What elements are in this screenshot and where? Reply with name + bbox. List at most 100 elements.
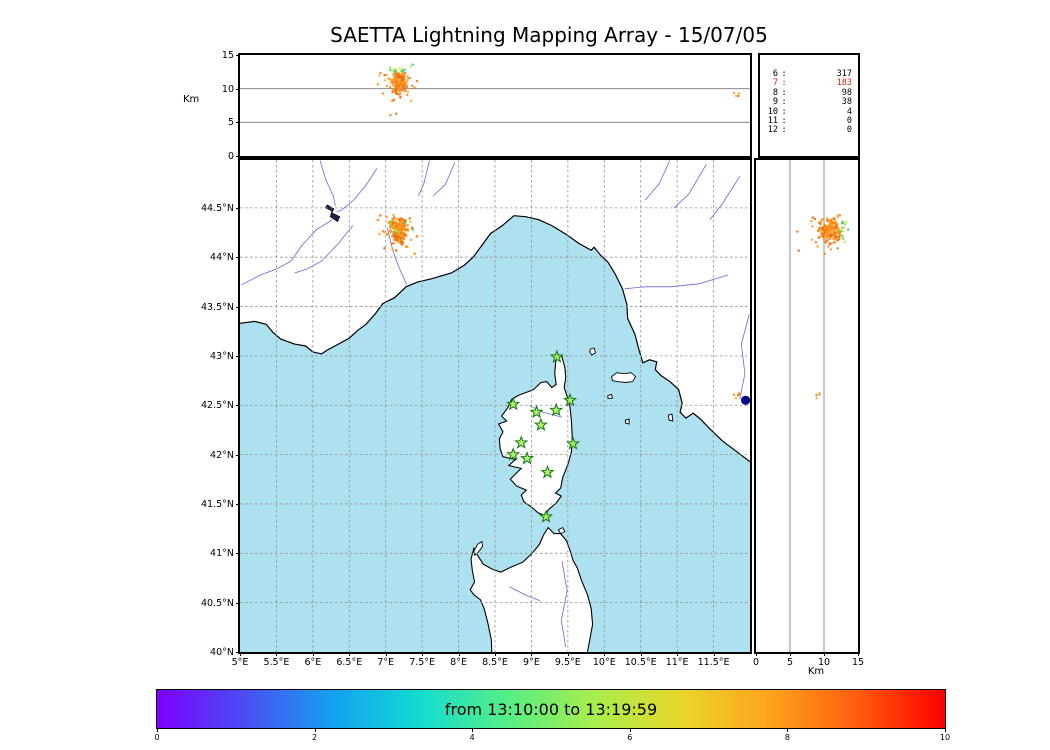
tick-label: 10°E bbox=[592, 657, 616, 668]
tick-label: 40°N bbox=[210, 647, 234, 658]
station-count-level: 12 bbox=[767, 125, 778, 136]
station-count-row: 10: 4 bbox=[760, 106, 858, 117]
station-star-icon bbox=[540, 464, 555, 479]
small-islands bbox=[473, 347, 674, 557]
geographic-map bbox=[240, 160, 750, 652]
station-star-icon bbox=[529, 404, 544, 419]
tick-label: 0 bbox=[227, 151, 234, 162]
station-star-icon bbox=[562, 392, 578, 407]
tick-label: 0 bbox=[752, 657, 760, 668]
station-star-icon bbox=[549, 402, 564, 417]
station-count-row: 8: 98 bbox=[760, 87, 858, 98]
station-star-icon bbox=[506, 447, 521, 461]
station-count-value: 317 bbox=[836, 69, 852, 79]
altitude-longitude-plot bbox=[240, 63, 750, 123]
tick-label: 15 bbox=[221, 50, 234, 61]
tick-label: 8.5°E bbox=[482, 657, 508, 668]
station-count-value: 0 bbox=[846, 116, 852, 127]
tick-label: 5.5°E bbox=[263, 657, 290, 668]
station-star-icon bbox=[506, 396, 521, 411]
tick-label: 6 bbox=[627, 733, 633, 742]
reference-dot bbox=[741, 395, 750, 405]
tick-label: 11.5°E bbox=[697, 657, 730, 668]
station-count-colon: : bbox=[781, 69, 787, 79]
time-colorbar: from 13:10:00 to 13:19:59 bbox=[156, 689, 946, 729]
lma-station-markers bbox=[506, 349, 581, 523]
tick-label: 44.5°N bbox=[200, 202, 234, 214]
tick-label: 42.5°N bbox=[200, 400, 234, 412]
station-count-value: 98 bbox=[841, 87, 852, 98]
alpine-lake bbox=[324, 204, 341, 223]
station-count-row: 6: 317 bbox=[760, 69, 858, 79]
station-count-value: 0 bbox=[846, 125, 852, 136]
station-count-level: 11 bbox=[767, 116, 778, 127]
colorbar-label: from 13:10:00 to 13:19:59 bbox=[444, 699, 658, 719]
tick-label: 9°E bbox=[523, 657, 540, 668]
tick-label: 8 bbox=[784, 733, 790, 742]
map-gridlines bbox=[240, 160, 750, 652]
tick-label: 9.5°E bbox=[554, 657, 581, 668]
station-count-colon: : bbox=[781, 125, 787, 136]
tick-label: 6°E bbox=[304, 657, 322, 668]
tick-label: 10 bbox=[221, 83, 234, 95]
tick-label: 43°N bbox=[210, 350, 234, 362]
tick-label: 43.5°N bbox=[200, 301, 234, 313]
station-star-icon bbox=[533, 417, 548, 431]
tick-label: 6.5°E bbox=[336, 657, 363, 668]
station-star-icon bbox=[520, 451, 535, 465]
altitude-longitude-panel bbox=[238, 53, 752, 158]
altitude-latitude-panel bbox=[754, 158, 860, 654]
station-count-level: 9 bbox=[772, 97, 778, 108]
altitude-axis-label: Km bbox=[183, 94, 200, 105]
tick-label: 41.5°N bbox=[200, 498, 234, 510]
station-count-row: 7: 183 bbox=[760, 78, 858, 89]
lightning-sources-alt-lat bbox=[796, 213, 850, 400]
station-star-icon bbox=[565, 436, 581, 450]
tick-label: 42°N bbox=[210, 449, 234, 461]
tick-label: 15 bbox=[851, 657, 865, 668]
tick-label: 7.5°E bbox=[409, 657, 436, 668]
map-panel bbox=[238, 158, 752, 654]
station-count-row: 9: 38 bbox=[760, 97, 858, 108]
station-count-colon: : bbox=[781, 78, 787, 89]
station-count-value: 183 bbox=[836, 78, 852, 89]
tick-label: 44°N bbox=[210, 252, 234, 264]
station-count-level: 7 bbox=[772, 78, 778, 89]
station-count-colon: : bbox=[781, 106, 787, 117]
station-count-value: 38 bbox=[841, 97, 852, 108]
station-count-level: 10 bbox=[767, 106, 778, 117]
station-count-colon: : bbox=[781, 87, 787, 98]
tick-label: 8°E bbox=[450, 657, 467, 668]
tick-label: 40.5°N bbox=[200, 597, 234, 609]
sea bbox=[240, 215, 750, 652]
station-count-row: 12: 0 bbox=[760, 125, 858, 136]
station-count-row: 11: 0 bbox=[760, 116, 858, 127]
tick-label: 7°E bbox=[377, 657, 395, 668]
rivers bbox=[241, 160, 750, 648]
km-axis-label: Km bbox=[807, 666, 825, 677]
station-count-colon: : bbox=[781, 116, 787, 127]
tick-label: 11°E bbox=[665, 657, 689, 668]
tick-label: 10 bbox=[939, 733, 951, 742]
tick-label: 41°N bbox=[210, 548, 234, 560]
tick-label: 5 bbox=[227, 117, 234, 129]
tick-label: 4 bbox=[469, 733, 475, 742]
station-count-value: 4 bbox=[846, 106, 852, 117]
altitude-latitude-plot bbox=[789, 160, 850, 652]
station-count-panel: 6: 317 7: 183 8: 98 9: 38 10: 4 11: 0 12: 0 bbox=[758, 53, 860, 158]
figure-title: SAETTA Lightning Mapping Array - 15/07/0… bbox=[330, 23, 768, 47]
tick-label: 10.5°E bbox=[624, 657, 657, 668]
station-count-level: 8 bbox=[772, 87, 778, 98]
corsica-island bbox=[497, 354, 573, 517]
tick-label: 2 bbox=[312, 733, 318, 742]
tick-label: 0 bbox=[154, 733, 160, 742]
tick-label: 5 bbox=[786, 657, 794, 668]
station-star-icon bbox=[549, 349, 564, 363]
station-star-icon bbox=[538, 509, 554, 523]
tick-label: 5°E bbox=[231, 657, 249, 668]
lightning-sources-map bbox=[376, 213, 741, 400]
station-star-icon bbox=[514, 435, 529, 449]
sardinia-island bbox=[469, 526, 594, 652]
lightning-sources-alt-lon bbox=[376, 63, 741, 117]
